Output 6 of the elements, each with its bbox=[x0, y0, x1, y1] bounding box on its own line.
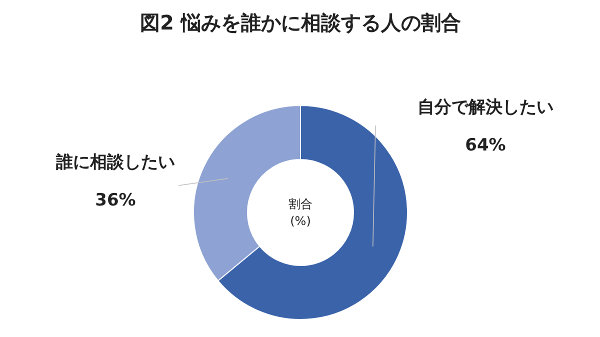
data-label: 64% bbox=[465, 136, 506, 156]
data-label: 36% bbox=[95, 190, 136, 210]
slice-label: 誰に相談したい bbox=[55, 152, 175, 172]
slice-label: 自分で解決したい bbox=[418, 98, 554, 118]
text: 割合 (%) bbox=[288, 197, 312, 228]
chart-title: 図2 悩みを誰かに相談する人の割合 bbox=[140, 10, 461, 34]
